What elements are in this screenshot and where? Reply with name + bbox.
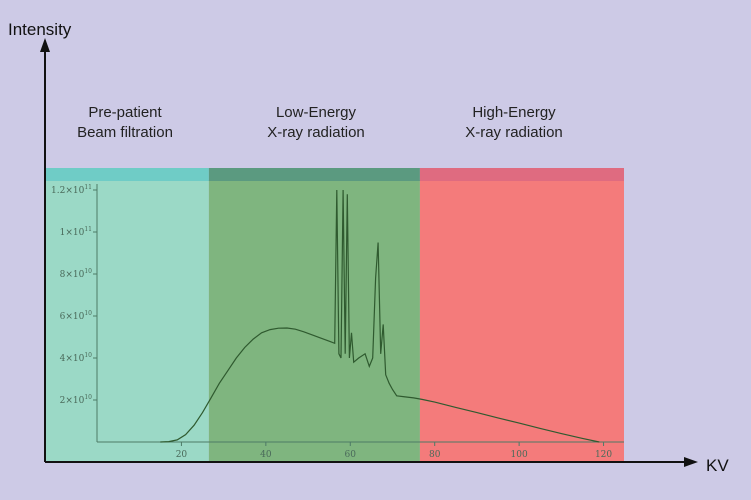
region-label-high-energy-line1: High-Energy xyxy=(472,104,556,121)
region-low-energy xyxy=(208,180,420,462)
tick-group: 20 40 60 80 100 120 2×1010 4×1010 6×1010 8×1010 1×… xyxy=(51,184,612,460)
y-tick-label: 2×1010 xyxy=(60,394,93,406)
x-tick-label: 100 xyxy=(511,450,528,460)
region-high-energy xyxy=(419,180,624,462)
x-tick-label: 40 xyxy=(260,450,272,460)
x-tick-label: 120 xyxy=(595,450,612,460)
x-tick-label: 60 xyxy=(345,450,357,460)
y-tick-label: 1.2×1011 xyxy=(51,184,92,196)
region-label-low-energy-line2: X-ray radiation xyxy=(267,124,365,141)
series-spectrum-line xyxy=(160,189,600,443)
y-tick-label: 6×1010 xyxy=(60,310,93,322)
x-tick-label: 20 xyxy=(176,450,188,460)
outer-y-arrow xyxy=(40,38,50,52)
outer-x-axis-title: KV xyxy=(706,456,729,475)
outer-x-arrow xyxy=(684,457,698,467)
region-label-low-energy-line1: Low-Energy xyxy=(276,104,357,121)
outer-y-axis-title: Intensity xyxy=(8,20,72,39)
y-tick-label: 8×1010 xyxy=(60,268,93,280)
region-label-high-energy-line2: X-ray radiation xyxy=(465,124,563,141)
band-high-energy xyxy=(419,168,624,181)
region-label-pre-patient-line2: Beam filtration xyxy=(77,124,173,141)
x-tick-label: 80 xyxy=(429,450,441,460)
band-low-energy xyxy=(208,168,420,181)
region-pre-patient xyxy=(45,180,209,462)
band-pre-patient xyxy=(45,168,209,181)
y-tick-label: 4×1010 xyxy=(60,352,93,364)
y-tick-label: 1×1011 xyxy=(60,226,92,238)
region-label-pre-patient-line1: Pre-patient xyxy=(88,104,162,121)
